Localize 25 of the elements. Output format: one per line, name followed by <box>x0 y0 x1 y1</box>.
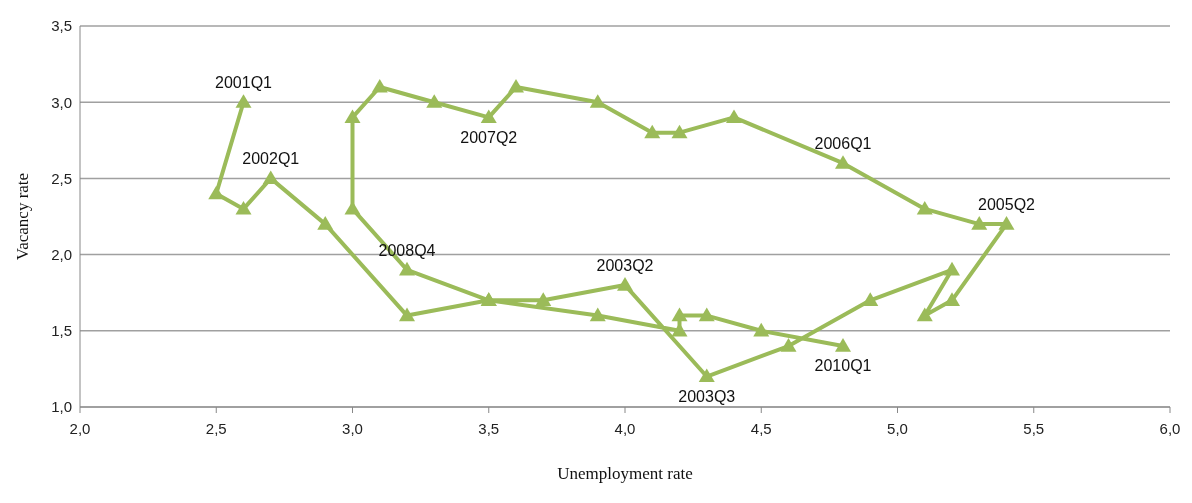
y-tick-label: 1,5 <box>51 322 72 340</box>
annotation: 2007Q2 <box>460 128 518 146</box>
y-tick-label: 2,0 <box>51 245 72 263</box>
x-axis-title: Unemployment rate <box>557 464 693 483</box>
annotation: 2001Q1 <box>215 74 273 92</box>
x-tick-label: 5,5 <box>1023 419 1045 437</box>
x-tick-label: 2,5 <box>205 419 227 437</box>
x-tick-label: 2,0 <box>69 419 91 437</box>
y-tick-label: 3,0 <box>51 93 72 111</box>
annotation: 2006Q1 <box>814 135 872 153</box>
annotation: 2003Q3 <box>678 387 736 405</box>
x-tick-label: 3,5 <box>478 419 500 437</box>
x-tick-label: 5,0 <box>887 419 908 437</box>
y-tick-label: 2,5 <box>51 169 72 187</box>
annotation: 2005Q2 <box>978 196 1036 214</box>
y-tick-label: 1,0 <box>51 398 72 416</box>
x-tick-label: 6,0 <box>1159 419 1181 437</box>
y-axis-title: Vacancy rate <box>13 172 33 261</box>
x-tick-label: 4,5 <box>750 419 772 437</box>
y-tick-label: 3,5 <box>51 17 72 35</box>
annotation: 2010Q1 <box>814 357 872 375</box>
annotation: 2003Q2 <box>596 257 654 275</box>
x-tick-label: 4,0 <box>614 419 636 437</box>
x-tick-label: 3,0 <box>342 419 363 437</box>
annotation: 2002Q1 <box>242 150 300 168</box>
